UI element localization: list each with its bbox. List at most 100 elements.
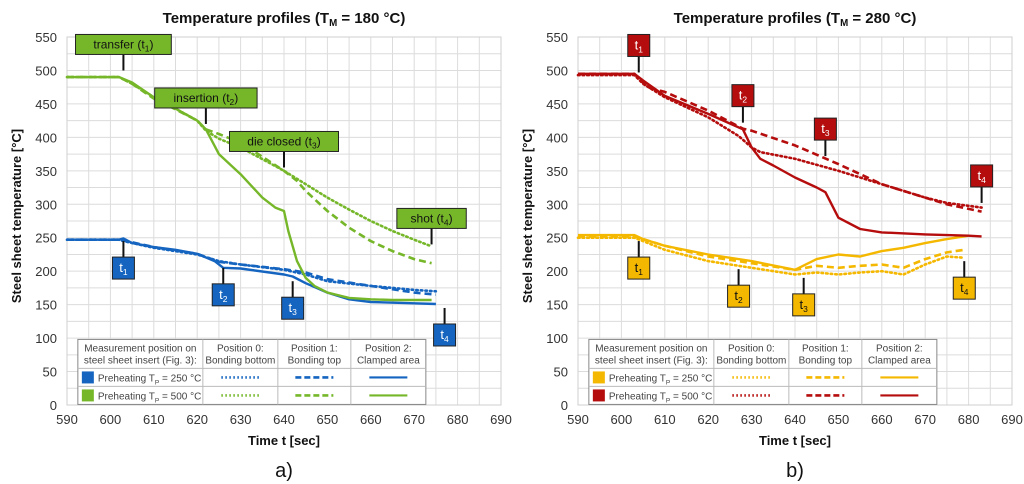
- x-tick-label: 610: [654, 412, 676, 427]
- y-tick-label: 50: [43, 365, 57, 380]
- series-line-dashed: [67, 238, 437, 296]
- annotation-label: t1: [119, 260, 128, 277]
- x-tick-label: 590: [56, 412, 78, 427]
- y-tick-label: 150: [35, 298, 57, 313]
- annotation-marker: shot (t4): [396, 207, 467, 245]
- plot-area-border: [577, 36, 1013, 406]
- x-tick-label: 600: [100, 412, 122, 427]
- y-tick-label: 500: [35, 63, 57, 78]
- annotation-box: [731, 84, 755, 108]
- annotation-marker: t2: [727, 269, 751, 308]
- y-tick-label: 0: [50, 398, 57, 413]
- panel-label: a): [275, 460, 293, 482]
- y-tick-label: 550: [546, 30, 568, 45]
- annotation-label: shot (t4): [411, 211, 453, 227]
- x-tick-label: 620: [186, 412, 208, 427]
- x-tick-label: 680: [958, 412, 980, 427]
- annotation-label: t2: [739, 88, 748, 105]
- y-tick-label: 150: [546, 298, 568, 313]
- annotation-label: t2: [219, 287, 228, 304]
- legend-header: Measurement position on: [595, 343, 707, 354]
- annotation-box: [75, 33, 172, 55]
- annotation-box: [952, 276, 976, 300]
- chart-title: Temperature profiles (TM = 280 °C): [674, 10, 917, 29]
- y-tick-label: 400: [546, 130, 568, 145]
- chart-title: Temperature profiles (TM = 180 °C): [163, 10, 406, 29]
- y-tick-label: 200: [546, 264, 568, 279]
- y-tick-label: 450: [546, 97, 568, 112]
- legend-column-header: Clamped area: [868, 355, 931, 366]
- annotation-marker: insertion (t2): [154, 87, 258, 124]
- series-line-dashed: [578, 235, 965, 272]
- x-tick-label: 690: [1001, 412, 1023, 427]
- legend-row-label: Preheating TP = 250 °C: [609, 373, 713, 386]
- y-tick-label: 250: [35, 231, 57, 246]
- legend-swatch: [592, 371, 605, 384]
- annotation-marker: t1: [111, 241, 135, 280]
- series-line-dotted: [576, 236, 966, 276]
- y-tick-label: 350: [546, 164, 568, 179]
- x-tick-label: 620: [697, 412, 719, 427]
- annotation-label: t4: [977, 168, 986, 185]
- annotation-box: [433, 323, 457, 347]
- y-tick-label: 550: [35, 30, 57, 45]
- legend-column-header: Position 0:: [728, 343, 775, 354]
- y-tick-label: 250: [546, 231, 568, 246]
- legend-swatch: [81, 389, 94, 402]
- legend-column-header: Position 1:: [291, 343, 338, 354]
- legend-column-header: Bonding bottom: [205, 355, 275, 366]
- y-axis-label: Steel sheet temperature [°C]: [9, 129, 24, 303]
- y-tick-label: 300: [35, 197, 57, 212]
- series-line-dashed: [578, 72, 982, 213]
- annotation-box: [229, 130, 339, 152]
- x-tick-label: 640: [784, 412, 806, 427]
- annotation-marker: die closed (t3): [229, 130, 339, 168]
- x-tick-label: 660: [360, 412, 382, 427]
- annotation-marker: t2: [731, 84, 755, 123]
- legend-header: steel sheet insert (Fig. 3):: [84, 355, 197, 366]
- legend-row-label: Preheating TP = 500 °C: [609, 391, 713, 404]
- x-tick-label: 680: [447, 412, 469, 427]
- legend-swatch: [81, 371, 94, 384]
- y-tick-label: 450: [35, 97, 57, 112]
- legend-swatch: [592, 389, 605, 402]
- y-tick-label: 50: [554, 365, 568, 380]
- annotation-label: t4: [960, 280, 969, 297]
- annotation-label: t4: [440, 327, 449, 344]
- annotation-box: [627, 33, 651, 57]
- x-tick-label: 640: [273, 412, 295, 427]
- chart-panel-a: 590 600 610 620 630 640 650 660 670 680 690 0 50 100 1…: [9, 10, 512, 482]
- x-tick-label: 660: [871, 412, 893, 427]
- y-axis-label: Steel sheet temperature [°C]: [520, 129, 535, 303]
- legend-column-header: Bonding bottom: [716, 355, 786, 366]
- annotation-marker: t2: [211, 267, 235, 307]
- annotation-marker: t3: [813, 117, 837, 157]
- legend-column-header: Bonding top: [288, 355, 342, 366]
- y-tick-label: 200: [35, 264, 57, 279]
- y-tick-label: 100: [35, 331, 57, 346]
- series-line-solid: [578, 72, 982, 238]
- x-axis-label: Time t [sec]: [248, 433, 320, 448]
- annotation-box: [211, 283, 235, 307]
- y-tick-label: 0: [561, 398, 568, 413]
- legend-column-header: Position 2:: [876, 343, 923, 354]
- annotation-label: die closed (t3): [247, 134, 320, 150]
- annotation-box: [111, 256, 135, 280]
- annotation-box: [281, 296, 305, 320]
- annotation-marker: t3: [281, 281, 305, 320]
- plot-area-border: [66, 36, 502, 406]
- annotation-marker: transfer (t1): [75, 33, 172, 71]
- legend-row-label: Preheating TP = 500 °C: [98, 391, 202, 404]
- annotation-marker: t1: [627, 241, 651, 280]
- annotation-box: [727, 284, 751, 308]
- legend-column-header: Bonding top: [799, 355, 853, 366]
- x-axis-label: Time t [sec]: [759, 433, 831, 448]
- x-tick-label: 650: [828, 412, 850, 427]
- panel-label: b): [786, 460, 804, 482]
- annotation-marker: t4: [970, 164, 994, 203]
- legend-header: Measurement position on: [84, 343, 196, 354]
- x-tick-label: 690: [490, 412, 512, 427]
- annotation-box: [970, 164, 994, 188]
- legend-column-header: Position 1:: [802, 343, 849, 354]
